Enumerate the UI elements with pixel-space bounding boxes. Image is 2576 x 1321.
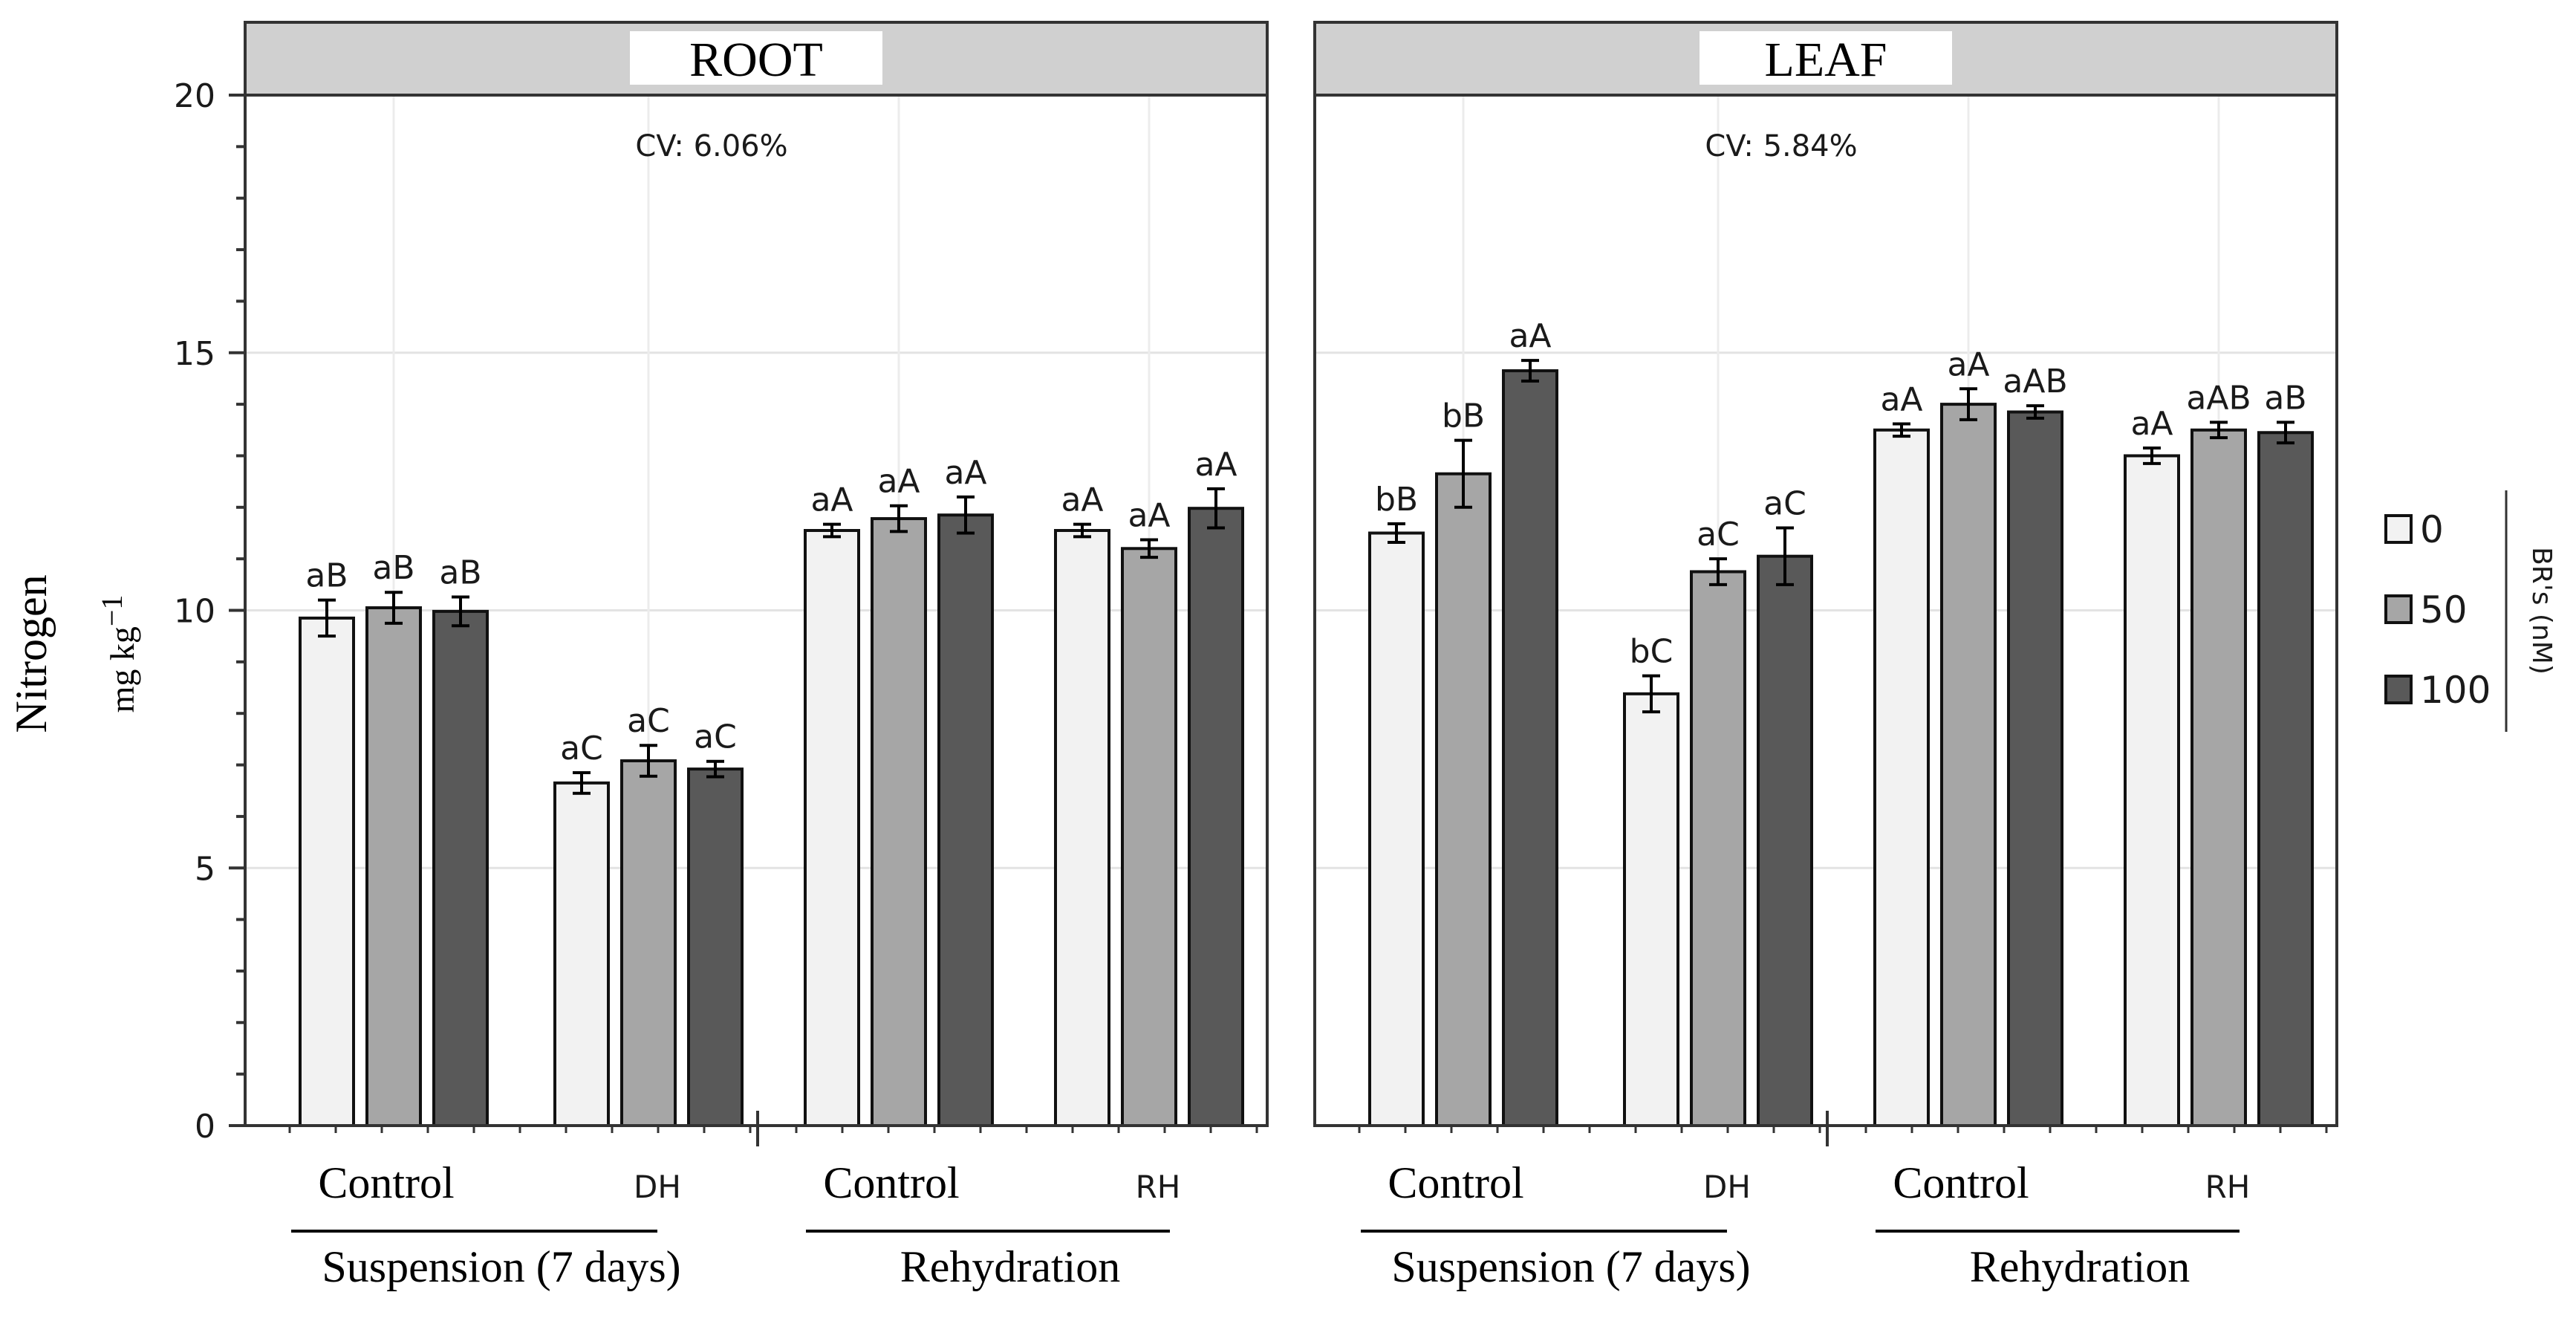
- bar-group: bC aC aC: [1623, 485, 1813, 1127]
- significance-letter: aC: [560, 730, 603, 767]
- bar: [1690, 570, 1746, 1127]
- y-tick-label: 15: [174, 335, 215, 373]
- y-tick-label: 20: [174, 77, 215, 115]
- section-label: Rehydration: [1970, 1242, 2190, 1291]
- y-tick-label: 5: [195, 850, 215, 888]
- bar: [1502, 369, 1558, 1127]
- group-label: Control: [318, 1158, 454, 1207]
- significance-letter: aB: [2264, 379, 2306, 417]
- bar-group: aB aB aB: [299, 549, 489, 1127]
- bar: [299, 616, 355, 1127]
- group-label: DH: [1703, 1169, 1751, 1205]
- bar: [1054, 529, 1110, 1127]
- significance-letter: aA: [944, 454, 986, 492]
- significance-letter: aA: [1880, 380, 1922, 418]
- section-label: Suspension (7 days): [1391, 1242, 1750, 1291]
- y-axis-unit: mg kg−1: [95, 595, 141, 713]
- svg-text:mg kg−1: mg kg−1: [95, 595, 141, 713]
- significance-letter: aB: [305, 557, 348, 595]
- y-axis: 0 5 10 15 20: [174, 77, 2328, 1146]
- panel-title-box: [630, 31, 882, 85]
- significance-letter: bB: [1375, 481, 1418, 519]
- significance-letter: aC: [1763, 485, 1806, 523]
- bar-group: aA aA aA: [1054, 446, 1244, 1127]
- bar: [1121, 547, 1177, 1127]
- significance-letter: aA: [877, 463, 920, 501]
- bar: [1873, 428, 1930, 1127]
- significance-letter: aAB: [2003, 363, 2067, 400]
- group-label: Control: [1388, 1158, 1523, 1207]
- y-tick-label: 0: [195, 1108, 215, 1146]
- legend-label: 0: [2420, 508, 2444, 551]
- bar: [2190, 428, 2247, 1127]
- bar: [871, 517, 927, 1127]
- group-label: Control: [823, 1158, 959, 1207]
- y-axis-unit-exponent: −1: [95, 595, 129, 627]
- y-axis-label: Nitrogen: [7, 574, 56, 733]
- significance-letter: bB: [1442, 397, 1485, 435]
- bar: [1940, 403, 1997, 1127]
- panel-title: LEAF: [1765, 33, 1887, 87]
- y-axis-unit-base: mg kg: [103, 626, 141, 713]
- significance-letter: aB: [439, 554, 481, 591]
- bar: [432, 609, 489, 1127]
- bar: [804, 529, 860, 1127]
- cv-label: CV: 6.06%: [635, 129, 787, 163]
- bar-group: aA aA aAB: [1873, 345, 2068, 1127]
- bar-group: aA aAB aB: [2124, 379, 2314, 1127]
- legend: 0 50 100 BR's (nM): [2384, 490, 2557, 732]
- bar: [1623, 692, 1679, 1127]
- bar: [1188, 507, 1244, 1127]
- significance-letter: aC: [1697, 516, 1740, 554]
- significance-letter: aA: [1947, 345, 1989, 383]
- significance-letter: aA: [1194, 446, 1237, 484]
- significance-letter: aA: [810, 481, 853, 519]
- panel-leaf: LEAF CV: 5.84% bB bB aA bC aC aC aA aA aAB aA aAB aB C…: [1313, 21, 2338, 1291]
- significance-letter: aA: [1128, 496, 1170, 534]
- panel-title: ROOT: [689, 33, 823, 87]
- significance-letter: aA: [2130, 405, 2173, 443]
- significance-letter: aB: [372, 549, 414, 587]
- section-label: Suspension (7 days): [322, 1242, 680, 1291]
- legend-label: 50: [2420, 588, 2468, 632]
- significance-letter: aA: [1509, 317, 1551, 355]
- legend-title: BR's (nM): [2526, 547, 2557, 675]
- significance-letter: aC: [694, 718, 737, 756]
- y-tick-label: 10: [174, 593, 215, 631]
- significance-letter: aA: [1061, 481, 1103, 519]
- significance-letter: bC: [1630, 633, 1674, 671]
- bar: [687, 767, 744, 1128]
- bar-group: aA aA aA: [804, 454, 994, 1127]
- bar: [553, 781, 610, 1127]
- group-label: DH: [634, 1169, 681, 1205]
- legend-swatch: [2384, 594, 2413, 624]
- bar: [1368, 531, 1425, 1127]
- bar: [365, 606, 422, 1127]
- bar: [2007, 410, 2063, 1127]
- bar: [1435, 472, 1492, 1127]
- bar: [2257, 431, 2314, 1127]
- legend-swatch: [2384, 675, 2413, 704]
- bar: [620, 759, 677, 1127]
- group-label: Control: [1893, 1158, 2029, 1207]
- group-label: RH: [1136, 1169, 1181, 1205]
- bar: [2124, 454, 2180, 1127]
- panel-root: ROOT CV: 6.06% aB aB aB aC aC aC aA aA aA aA aA aA Con…: [244, 21, 1269, 1291]
- significance-letter: aC: [627, 702, 670, 740]
- bar: [937, 513, 994, 1127]
- legend-swatch: [2384, 514, 2413, 544]
- section-label: Rehydration: [900, 1242, 1121, 1291]
- bar: [1757, 554, 1813, 1127]
- significance-letter: aAB: [2186, 379, 2251, 417]
- panels: ROOT CV: 6.06% aB aB aB aC aC aC aA aA aA aA aA aA Con…: [174, 21, 2338, 1291]
- cv-label: CV: 5.84%: [1705, 129, 1857, 163]
- panel-title-box: [1700, 31, 1952, 85]
- y-axis-title: Nitrogen: [7, 574, 56, 733]
- bar-group: aC aC aC: [553, 702, 744, 1128]
- legend-label: 100: [2420, 669, 2491, 712]
- group-label: RH: [2205, 1169, 2251, 1205]
